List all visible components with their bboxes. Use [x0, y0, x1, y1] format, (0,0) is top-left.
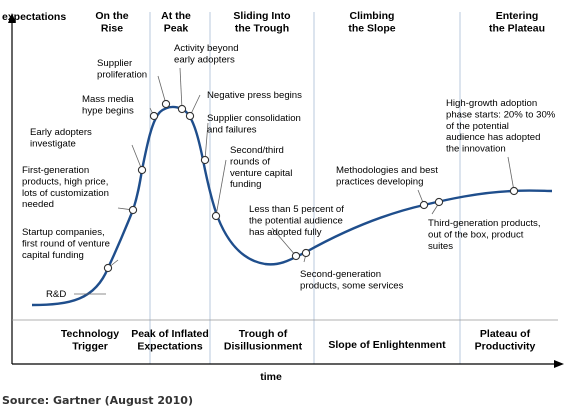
annotation-label: Supplier proliferation	[97, 58, 147, 80]
annotation-label: R&D	[46, 289, 66, 300]
curve-marker	[185, 111, 195, 121]
annotation-label: Supplier consolidation and failures	[207, 113, 301, 135]
phase-dividers	[149, 12, 461, 364]
annotation-label: Third-generation products, out of the box…	[428, 218, 541, 252]
x-axis-arrow	[554, 360, 564, 368]
y-axis-label: expectations	[2, 11, 66, 23]
curve-marker	[301, 248, 311, 258]
annotation-label: Early adopters investigate	[30, 127, 92, 149]
annotation-label: Second-generation products, some services	[300, 269, 404, 291]
annotation-label: Methodologies and best practices developi…	[336, 165, 438, 187]
curve-marker	[161, 99, 171, 109]
curve-marker	[103, 263, 113, 273]
phase-header: On the Rise	[95, 10, 128, 35]
curve-marker	[434, 197, 444, 207]
annotation-label: First-generation products, high price, lot…	[22, 165, 109, 210]
x-axis-label: time	[260, 371, 282, 383]
curve-marker	[137, 165, 147, 175]
y-axis-arrow	[8, 13, 16, 23]
axes	[8, 13, 564, 368]
phase-headers: On the Rise At the Peak Sliding Into the Trou…	[95, 10, 545, 35]
phase-name: Peak of Inflated Expectations	[131, 328, 209, 353]
curve-marker	[200, 155, 210, 165]
curve-marker	[211, 211, 221, 221]
annotation-label: Startup companies, first round of venture…	[22, 227, 110, 261]
source-credit: Source: Gartner (August 2010)	[2, 394, 193, 407]
annotation-label: Negative press begins	[207, 90, 302, 101]
annotation-label: Activity beyond early adopters	[174, 43, 239, 65]
curve-marker	[419, 200, 429, 210]
annotation-labels: R&D Startup companies, first round of vent…	[22, 43, 556, 300]
curve-marker	[149, 111, 159, 121]
curve-marker	[291, 251, 301, 261]
curve-marker	[509, 186, 519, 196]
phase-header: Sliding Into the Trough	[233, 10, 290, 35]
annotation-label: Second/third rounds of venture capital fund…	[230, 145, 292, 190]
phase-header: Entering the Plateau	[489, 10, 545, 35]
phase-name: Slope of Enlightenment	[328, 339, 446, 351]
phase-name: Plateau of Productivity	[475, 328, 536, 353]
phase-header: At the Peak	[161, 10, 191, 35]
curve-markers	[103, 99, 519, 273]
annotation-label: Mass media hype begins	[82, 94, 134, 116]
curve-marker	[177, 104, 187, 114]
annotation-label: High-growth adoption phase starts: 20% to…	[446, 98, 556, 155]
phase-header: Climbing the Slope	[348, 10, 395, 35]
phase-name: Technology Trigger	[61, 328, 119, 353]
phase-names: Technology Trigger Peak of Inflated Expecta…	[61, 328, 536, 353]
phase-name: Trough of Disillusionment	[224, 328, 303, 353]
curve-marker	[128, 205, 138, 215]
annotation-label: Less than 5 percent of the potential audi…	[249, 204, 344, 238]
